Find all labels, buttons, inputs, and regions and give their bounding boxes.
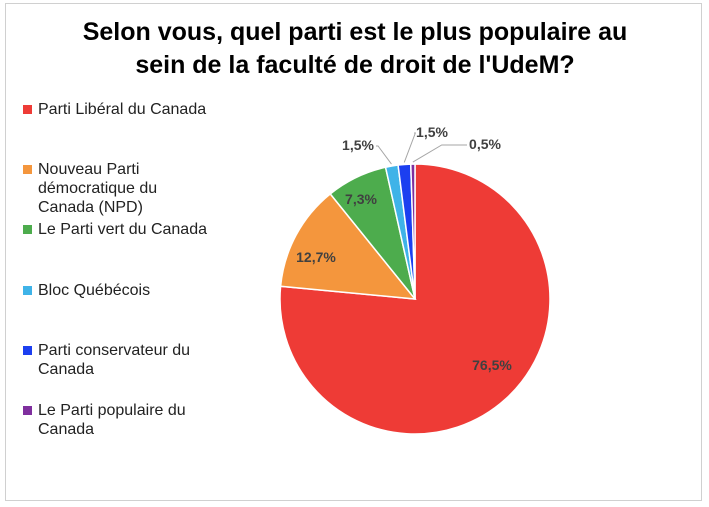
data-label-bloc: 1,5% [342, 137, 374, 153]
legend-label-conservateur: Parti conservateur du Canada [38, 342, 191, 378]
legend-label-bloc: Bloc Québécois [38, 282, 151, 299]
data-label-npd: 12,7% [296, 249, 336, 265]
pie-slice-npd [279, 192, 417, 300]
legend-swatch-bloc [23, 286, 32, 295]
legend-swatch-npd [23, 165, 32, 174]
leader-line-conservateur [403, 132, 417, 163]
legend-label-liberal: Parti Libéral du Canada [38, 101, 207, 118]
legend-label-vert: Le Parti vert du Canada [38, 221, 207, 238]
leader-line-bloc [376, 145, 392, 165]
leader-line-populaire [412, 144, 467, 163]
chart-title: Selon vous, quel parti est le plus popul… [82, 18, 628, 79]
pie-slice-populaire [409, 163, 416, 300]
legend-swatch-liberal [23, 105, 32, 114]
legend-swatch-vert [23, 225, 32, 234]
legend-swatch-conservateur [23, 346, 32, 355]
legend-swatch-populaire [23, 406, 32, 415]
legend-label-npd: Nouveau Parti démocratique du Canada (NP… [38, 161, 158, 216]
data-label-conservateur: 1,5% [416, 124, 448, 140]
data-label-populaire: 0,5% [469, 136, 501, 152]
data-label-liberal: 76,5% [472, 357, 512, 373]
legend-label-populaire: Le Parti populaire du Canada [38, 402, 186, 438]
data-label-vert: 7,3% [345, 191, 377, 207]
